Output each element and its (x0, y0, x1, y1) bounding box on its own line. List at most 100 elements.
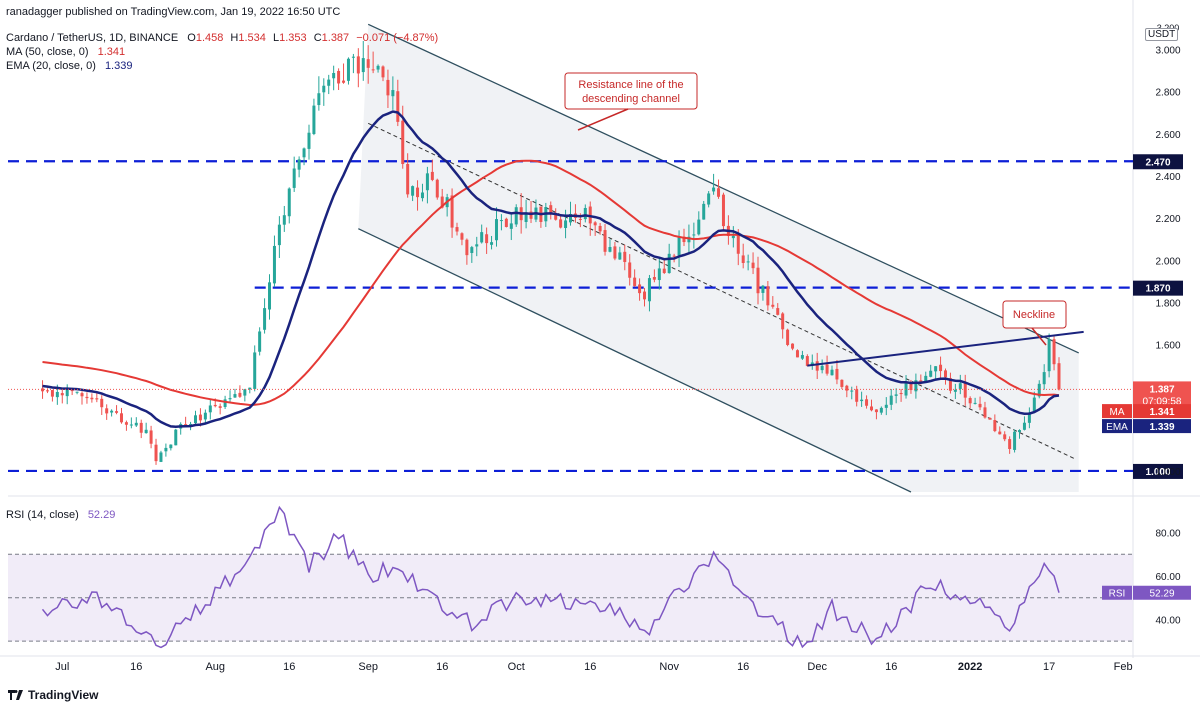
time-axis-label: Oct (508, 661, 525, 673)
candle-body (499, 220, 503, 222)
candle-body (194, 415, 197, 424)
candle-body (164, 447, 168, 452)
candle-body (795, 350, 799, 358)
candle-body (460, 233, 464, 240)
candle-body (455, 227, 459, 232)
candle-body (845, 385, 849, 391)
candle-body (825, 364, 829, 374)
rsi-axis-label: 40.00 (1155, 615, 1180, 626)
low-label: L (272, 32, 280, 44)
time-axis-label: 16 (130, 661, 142, 673)
candle-body (317, 93, 321, 106)
annotation-pointer (577, 108, 629, 131)
neckline-box (1002, 300, 1067, 329)
candle-body (988, 417, 992, 420)
time-axis-label: Feb (1114, 661, 1133, 673)
candle-body (746, 261, 750, 263)
candle-body (376, 65, 380, 70)
candle-body (879, 407, 883, 413)
annotation-box (564, 72, 698, 110)
candle-body (509, 223, 513, 229)
candle-body (741, 255, 745, 263)
candle-body (119, 413, 123, 423)
level-tag-label: 2.470 (1145, 157, 1170, 168)
candle-body (159, 452, 163, 462)
candle-body (420, 192, 424, 199)
candle-body (771, 304, 775, 307)
candle-body (238, 392, 242, 397)
candle-body (85, 396, 89, 399)
price-axis-label: 3.000 (1155, 46, 1180, 57)
ema-legend[interactable]: EMA (20, close, 0) 1.339 (6, 60, 132, 72)
time-axis-label: Nov (659, 661, 679, 673)
candle-body (277, 224, 281, 246)
price-axis-label: 2.400 (1155, 172, 1180, 183)
candle-body (554, 214, 558, 220)
open-value: 1.458 (195, 32, 224, 44)
candle-body (667, 253, 671, 274)
currency-badge[interactable]: USDT (1145, 28, 1179, 41)
time-axis-label: 16 (885, 661, 897, 673)
tradingview-logo[interactable]: TradingView (8, 688, 98, 702)
candle-body (899, 392, 903, 395)
candle-body (1008, 439, 1012, 450)
candle-body (322, 85, 326, 93)
candle-body (332, 72, 336, 79)
candle-body (904, 382, 908, 396)
candle-body (1032, 397, 1036, 412)
candle-body (80, 393, 84, 397)
neckline-text: Neckline (1013, 309, 1055, 321)
candle-body (874, 409, 878, 413)
candle-body (717, 188, 721, 197)
candle-body (786, 329, 790, 345)
candle-body (983, 407, 987, 418)
time-axis-label: 2022 (958, 661, 982, 673)
channel-fill (358, 24, 1079, 492)
time-axis-label: 16 (283, 661, 295, 673)
candle-body (909, 382, 913, 391)
candle-body (603, 230, 607, 252)
candle-body (134, 422, 138, 426)
candle-body (815, 361, 819, 371)
ema-tag (1133, 419, 1191, 434)
candle-body (978, 403, 982, 408)
ma-legend-value: 1.341 (97, 46, 126, 58)
rsi-value-label: 52.29 (1149, 589, 1174, 600)
rsi-legend[interactable]: RSI (14, close) 52.29 (6, 509, 115, 521)
candle-body (677, 236, 681, 256)
candle-body (292, 168, 296, 188)
time-axis-label: Jul (55, 661, 69, 673)
candle-body (95, 398, 99, 400)
candle-body (810, 362, 814, 366)
candle-body (652, 276, 656, 280)
rsi-legend-label: RSI (14, close) (6, 509, 79, 521)
candle-body (623, 251, 627, 263)
candle-body (662, 268, 666, 274)
candle-body (381, 66, 385, 78)
candle-body (1047, 339, 1051, 372)
candle-body (268, 282, 272, 310)
candle-body (707, 193, 711, 205)
candle-body (100, 398, 104, 408)
candle-body (361, 58, 365, 73)
candle-body (692, 234, 696, 236)
candle-body (184, 424, 188, 426)
candle-body (593, 222, 597, 226)
candle-body (1042, 372, 1046, 385)
ma-tag (1133, 404, 1191, 419)
candle-body (968, 398, 972, 404)
ma-legend[interactable]: MA (50, close, 0) 1.341 (6, 46, 125, 58)
candle-body (549, 205, 553, 214)
candle-body (628, 262, 632, 278)
ma-tag-left (1102, 404, 1132, 419)
neckline-pointer (1031, 327, 1047, 346)
price-axis-label: 2.600 (1155, 130, 1180, 141)
candle-body (736, 234, 740, 254)
time-axis-label: Dec (807, 661, 827, 673)
candle-body (351, 56, 355, 58)
candle-body (924, 375, 928, 382)
candle-body (781, 313, 785, 330)
candle-body (583, 207, 587, 220)
candle-body (756, 267, 760, 294)
